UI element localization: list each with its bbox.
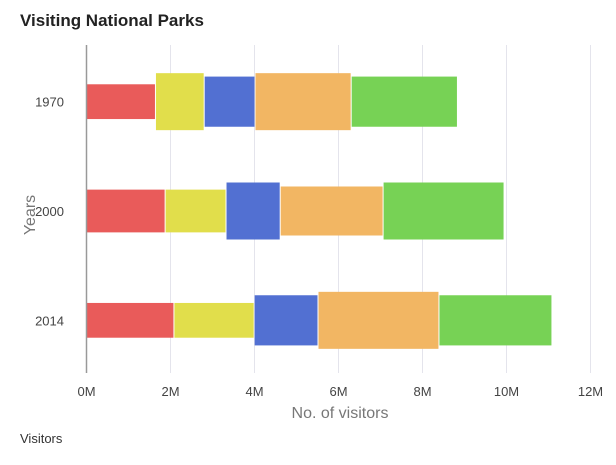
y-tick-label: 2000 [35, 204, 64, 219]
bars [87, 73, 552, 349]
x-tick-label: 2M [161, 384, 179, 399]
x-tick-label: 4M [245, 384, 263, 399]
bar-segment-2014-4 [318, 291, 439, 349]
y-tick-labels: 1970 2000 2014 [35, 95, 64, 329]
legend-title: Visitors [20, 431, 63, 446]
x-tick-label: 10M [494, 384, 519, 399]
bar-segment-1970-4 [255, 73, 351, 131]
y-axis-label: Years [22, 195, 39, 235]
y-tick-label: 2014 [35, 313, 64, 328]
bar-segment-2000-3 [226, 182, 280, 240]
bar-segment-2014-5 [439, 295, 552, 346]
bar-segment-2000-4 [280, 186, 383, 236]
x-tick-label: 8M [413, 384, 431, 399]
bar-segment-2000-1 [87, 189, 165, 233]
x-tick-label: 6M [329, 384, 347, 399]
x-tick-label: 0M [77, 384, 95, 399]
bar-segment-2000-2 [165, 189, 226, 233]
x-tick-label: 12M [578, 384, 603, 399]
x-tick-labels: 0M 2M 4M 6M 8M 10M 12M [77, 384, 603, 399]
bar-segment-2014-2 [174, 302, 254, 338]
bar-segment-2014-1 [87, 302, 174, 338]
bar-segment-1970-1 [87, 84, 155, 120]
x-axis-label: No. of visitors [292, 405, 389, 422]
bar-segment-1970-5 [351, 76, 457, 127]
bar-segment-1970-2 [155, 73, 204, 131]
bar-segment-2014-3 [254, 295, 318, 346]
bar-segment-1970-3 [204, 76, 255, 127]
bar-segment-2000-5 [383, 182, 504, 240]
chart-title: Visiting National Parks [20, 11, 204, 30]
y-tick-label: 1970 [35, 95, 64, 110]
